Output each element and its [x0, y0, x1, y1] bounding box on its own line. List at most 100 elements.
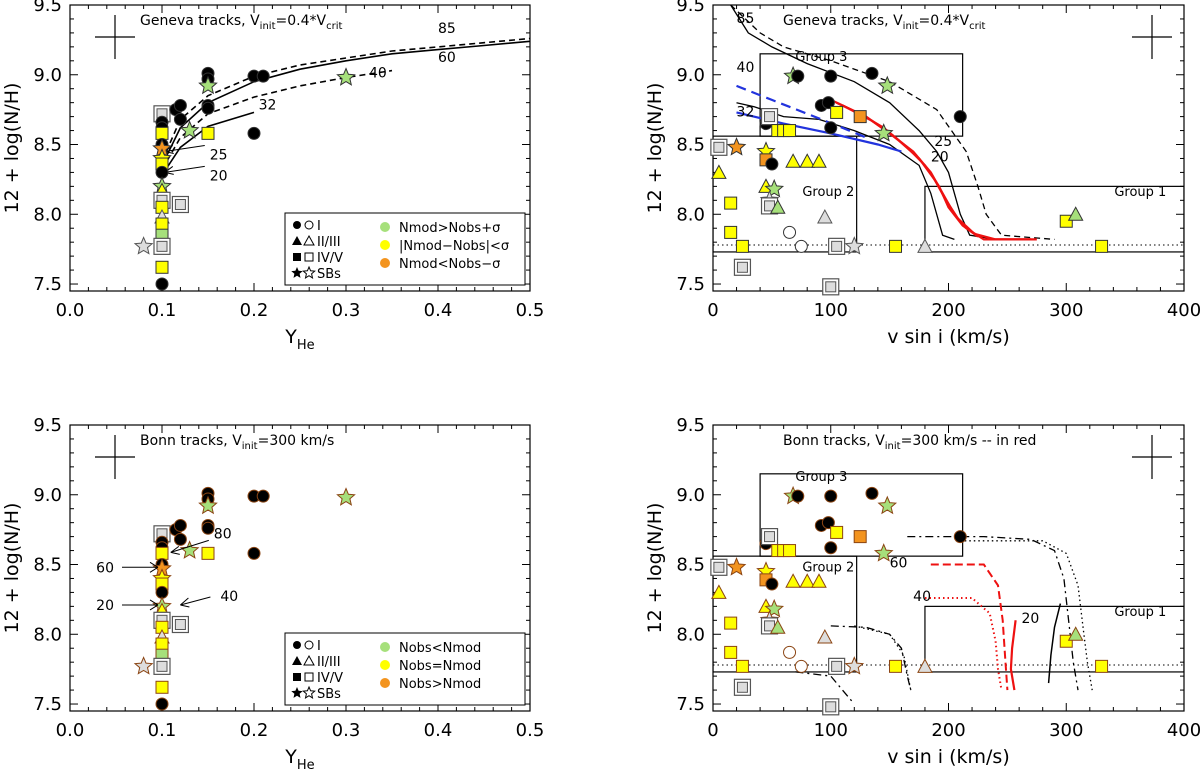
legend-item-square: IV/V [293, 251, 343, 266]
data-point [179, 120, 200, 139]
x-tick-label: 0.1 [148, 300, 177, 321]
data-point [201, 546, 215, 560]
panel-bottom-right: 0 100 200 300 400 7.5 8.0 8.5 9.0 9.5 12 + log(N/H… [644, 415, 1200, 768]
arrow-label: 60 [96, 560, 114, 576]
data-point-inner [174, 619, 186, 631]
data-point [153, 657, 171, 675]
data-point [817, 209, 833, 224]
panel-title: Geneva tracks, Vinit=0.4*Vcrit [140, 13, 342, 32]
x-tick-label: 0.3 [332, 720, 361, 741]
data-point [711, 584, 727, 599]
track-85 [161, 37, 530, 162]
data-point [783, 544, 797, 558]
legend-symbol-label: I [317, 219, 321, 234]
legend-filled-circle [293, 221, 301, 229]
legend-color-label: Nmod>Nobs+σ [399, 221, 500, 236]
data-point [811, 573, 827, 588]
y-tick-label: 7.5 [676, 274, 705, 295]
x-tick-label: 0.5 [516, 300, 545, 321]
data-point-inner [736, 681, 748, 693]
track-label: 40 [737, 60, 755, 76]
data-point-inner [831, 240, 843, 252]
data-point-inner [174, 199, 186, 211]
legend-item-triangle: II/III [292, 234, 341, 250]
y-tick-label: 9.5 [33, 0, 62, 16]
data-point [171, 615, 189, 634]
data-point [799, 153, 816, 168]
panel-title-sub: init [903, 21, 919, 32]
x-tick-label: 0 [707, 720, 718, 741]
legend-filled-triangle [292, 236, 302, 245]
legend-color-label: Nmod<Nobs−σ [399, 257, 500, 272]
legend-open-square [304, 252, 314, 262]
arrow-head [149, 599, 159, 611]
panel-top-right: 0 100 200 300 400 7.5 8.0 8.5 9.0 9.5 12 + log(N/H… [644, 0, 1200, 348]
data-point [173, 98, 187, 112]
data-point [336, 487, 356, 506]
track-40 [161, 69, 393, 170]
data-point [198, 75, 218, 95]
data-point [783, 645, 797, 659]
legend-filled-star [291, 267, 303, 278]
data-point [726, 136, 747, 156]
x-tick-label: 200 [931, 720, 965, 741]
x-axis-label: v sin i (km/s) [887, 326, 1010, 348]
data-point [726, 556, 747, 576]
data-point [830, 105, 844, 119]
track-dotted-2 [854, 625, 912, 691]
data-point [735, 659, 749, 673]
data-point [201, 101, 215, 115]
data-point [256, 69, 270, 83]
y-tick-label: 9.0 [676, 485, 705, 506]
track-dashdot-1 [907, 535, 1079, 691]
legend-color-dot [380, 660, 390, 670]
legend-box [284, 632, 526, 706]
legend-symbol-label: II/III [317, 235, 341, 250]
track-label: 40 [913, 589, 931, 605]
data-point-inner [831, 660, 843, 672]
track-red-2 [841, 104, 1031, 241]
x-tick-label: 400 [1167, 720, 1200, 741]
data-point [791, 489, 805, 503]
panel-title-sub: init [260, 21, 276, 32]
data-point [201, 126, 215, 140]
legend-symbol-label: SBs [317, 267, 341, 282]
data-point [155, 697, 169, 711]
legend-box [284, 212, 526, 286]
arrow-head [149, 561, 159, 573]
data-point [247, 546, 261, 560]
y-tick-label: 7.5 [33, 694, 62, 715]
plot-frame [69, 4, 531, 292]
track-label: 20 [1022, 611, 1040, 627]
data-point [173, 112, 187, 126]
panel-title-sub2: crit [969, 21, 985, 32]
x-axis-label: YHe [284, 326, 314, 353]
data-point [155, 680, 169, 694]
track-dashdot-3 [795, 671, 853, 702]
panel-top-left: 0.0 0.1 0.2 0.3 0.4 0.5 7.5 8.0 8.5 9.0 9.5 12 + lo… [1, 0, 544, 353]
legend-filled-square [293, 253, 301, 261]
data-point [824, 489, 838, 503]
panel-title-sub: init [242, 441, 258, 452]
group-label: Group 2 [802, 560, 854, 575]
data-point [710, 558, 728, 576]
data-point-inner [764, 531, 776, 543]
legend-color-label: |Nmod−Nobs|<σ [399, 239, 509, 254]
x-tick-label: 100 [814, 720, 848, 741]
legend-filled-square [293, 673, 301, 681]
data-point [247, 126, 261, 140]
arrow-label: 40 [220, 589, 238, 605]
data-point [1067, 626, 1084, 641]
legend-color-dot [380, 240, 390, 250]
data-point [822, 698, 840, 716]
panel-title-mid: =300 km/s -- in red [901, 433, 1037, 449]
data-point [155, 277, 169, 291]
track-red-dotted [925, 597, 1003, 691]
legend-open-star [302, 685, 316, 699]
x-tick-label: 0.0 [56, 720, 85, 741]
legend-item-triangle: II/III [292, 654, 341, 670]
group-label: Group 1 [1114, 605, 1166, 620]
arrow-label: 25 [210, 147, 228, 163]
track-label: 25 [934, 134, 952, 150]
data-point [794, 659, 808, 673]
